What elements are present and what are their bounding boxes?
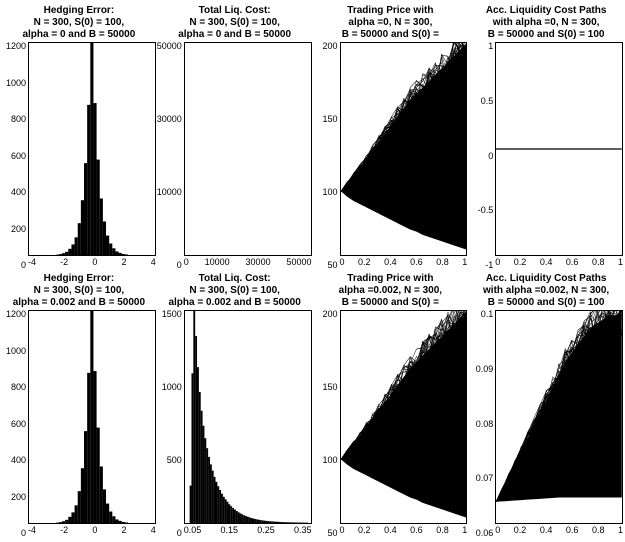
plot-wrap: 150010005000 0.050.150.250.35 [158,310,312,538]
plot-col: 00.20.40.60.81 [495,310,623,538]
panel-hedging-error-alpha002: Hedging Error: N = 300, S(0) = 100, alph… [2,272,156,538]
x-axis: -4-2024 [28,256,156,270]
panel-total-liq-cost-alpha0: Total Liq. Cost: N = 300, S(0) = 100, al… [158,4,312,270]
x-axis: 00.20.40.60.81 [340,524,468,538]
plot-col: -4-2024 [28,310,156,538]
chart-svg [29,43,155,255]
panel-acc-liq-cost-alpha002: Acc. Liquidity Cost Paths with alpha =0.… [469,272,623,538]
chart-svg [185,311,311,523]
panel-title: Hedging Error: N = 300, S(0) = 100, alph… [20,4,137,42]
y-axis: 20015010050 [314,42,340,270]
y-axis: 120010008006004002000 [2,42,28,270]
plot-wrap: 120010008006004002000 -4-2024 [2,42,156,270]
plot-box [495,42,623,256]
y-axis: 0.10.090.080.070.06 [469,310,495,538]
x-axis: -4-2024 [28,524,156,538]
plot-col: 0.050.150.250.35 [184,310,312,538]
plot-box [184,42,312,256]
plot-wrap: 5000030000100000 0100003000050000 [158,42,312,270]
panel-title: Trading Price with alpha =0.002, N = 300… [337,272,444,310]
panel-trading-price-alpha0: Trading Price with alpha =0, N = 300, B … [314,4,468,270]
y-axis: 150010005000 [158,310,184,538]
panel-trading-price-alpha002: Trading Price with alpha =0.002, N = 300… [314,272,468,538]
plot-wrap: 0.10.090.080.070.06 00.20.40.60.81 [469,310,623,538]
plot-box [184,310,312,524]
chart-svg [185,43,311,255]
chart-svg [341,311,467,523]
y-axis: 10.50-0.5-1 [469,42,495,270]
panel-title: Acc. Liquidity Cost Paths with alpha =0,… [484,4,609,42]
chart-svg [29,311,155,523]
plot-col: 00.20.40.60.81 [340,42,468,270]
panel-title: Acc. Liquidity Cost Paths with alpha =0.… [481,272,611,310]
plot-box [495,310,623,524]
plot-box [28,310,156,524]
y-axis: 120010008006004002000 [2,310,28,538]
panel-title: Total Liq. Cost: N = 300, S(0) = 100, al… [176,4,293,42]
chart-svg [496,43,622,255]
plot-col: 00.20.40.60.81 [495,42,623,270]
plot-col: -4-2024 [28,42,156,270]
chart-svg [341,43,467,255]
y-axis: 20015010050 [314,310,340,538]
plot-box [340,310,468,524]
plot-box [340,42,468,256]
plot-wrap: 20015010050 00.20.40.60.81 [314,310,468,538]
plot-wrap: 10.50-0.5-1 00.20.40.60.81 [469,42,623,270]
panel-acc-liq-cost-alpha0: Acc. Liquidity Cost Paths with alpha =0,… [469,4,623,270]
x-axis: 00.20.40.60.81 [495,524,623,538]
panel-title: Total Liq. Cost: N = 300, S(0) = 100, al… [166,272,302,310]
panel-title: Hedging Error: N = 300, S(0) = 100, alph… [11,272,147,310]
y-axis: 5000030000100000 [158,42,184,270]
plot-col: 00.20.40.60.81 [340,310,468,538]
chart-svg [496,311,622,523]
panel-title: Trading Price with alpha =0, N = 300, B … [340,4,441,42]
plot-col: 0100003000050000 [184,42,312,270]
plot-wrap: 20015010050 00.20.40.60.81 [314,42,468,270]
panel-hedging-error-alpha0: Hedging Error: N = 300, S(0) = 100, alph… [2,4,156,270]
plot-box [28,42,156,256]
panel-total-liq-cost-alpha002: Total Liq. Cost: N = 300, S(0) = 100, al… [158,272,312,538]
plot-wrap: 120010008006004002000 -4-2024 [2,310,156,538]
chart-grid: Hedging Error: N = 300, S(0) = 100, alph… [0,0,625,542]
x-axis: 0100003000050000 [184,256,312,270]
x-axis: 00.20.40.60.81 [340,256,468,270]
x-axis: 00.20.40.60.81 [495,256,623,270]
x-axis: 0.050.150.250.35 [184,524,312,538]
